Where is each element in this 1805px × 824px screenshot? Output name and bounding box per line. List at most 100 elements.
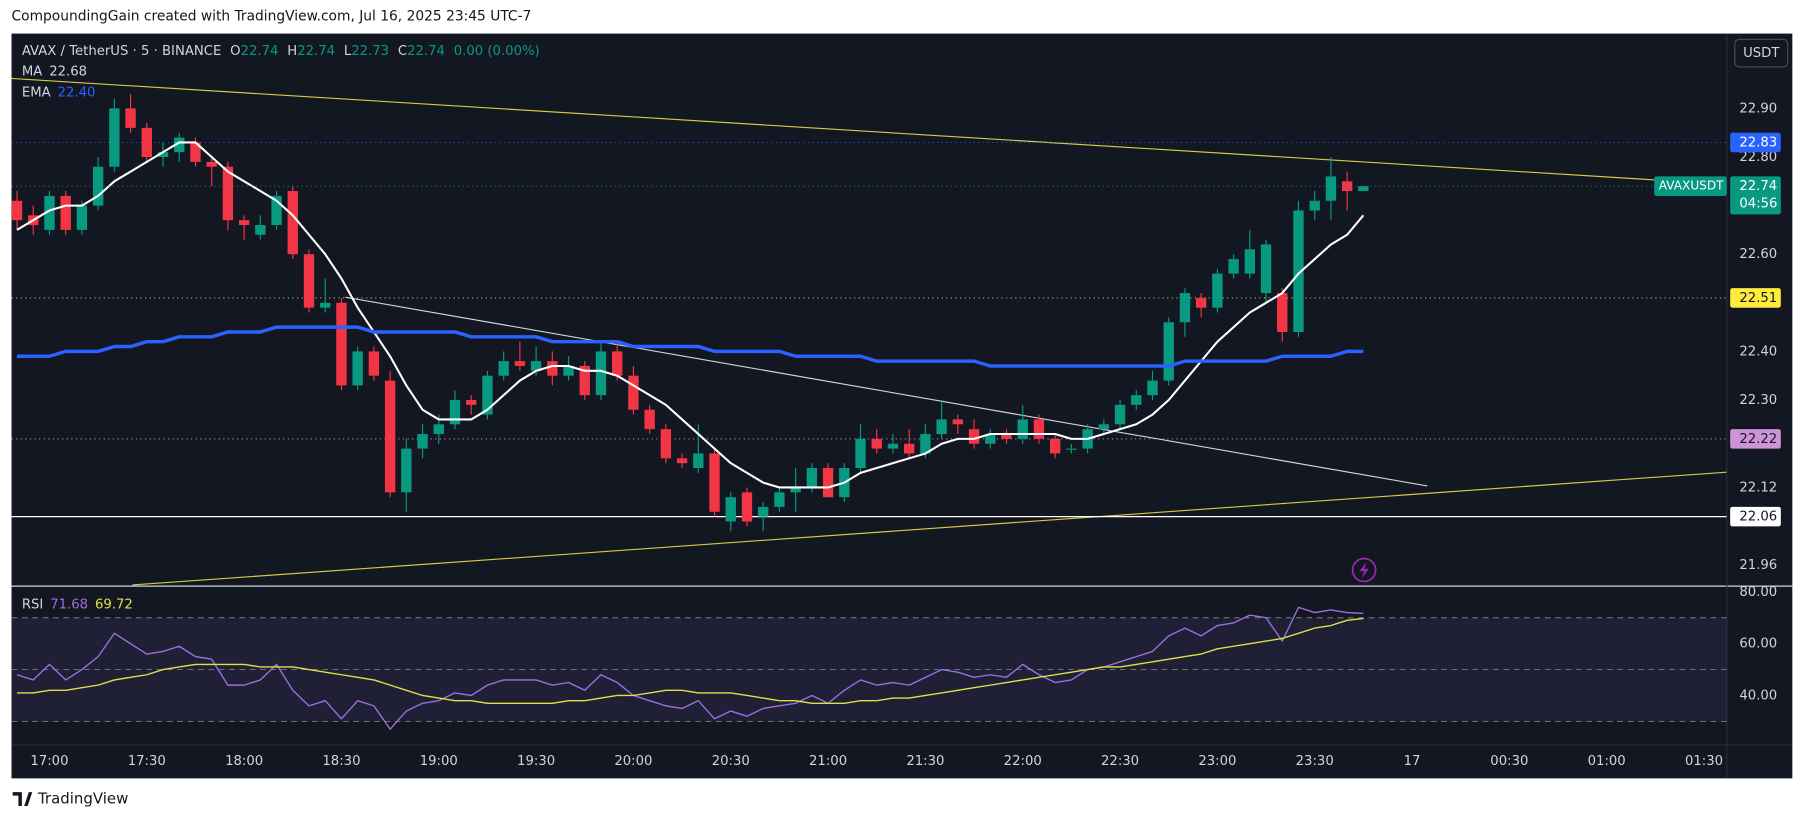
candle-body [255, 225, 266, 235]
candle-body [1001, 434, 1012, 439]
y-tick-label: 22.90 [1739, 101, 1777, 116]
y-tick-label: 22.12 [1739, 480, 1777, 495]
candle-body [612, 351, 623, 376]
candle-body [904, 443, 915, 454]
candle-body [693, 453, 704, 469]
logo-mark [12, 792, 33, 806]
candle-body [1066, 448, 1077, 450]
candle-body [709, 453, 720, 512]
countdown-label: 04:56 [1739, 196, 1777, 211]
x-tick-label: 01:30 [1685, 754, 1723, 769]
candle-body [530, 361, 542, 371]
candle-body [320, 302, 331, 308]
candle-body [44, 195, 55, 230]
rsi-line [17, 617, 1364, 704]
ema-legend: EMA 22.40 [22, 85, 96, 100]
alert-circle[interactable] [1351, 557, 1377, 583]
logo-text: TradingView [37, 790, 128, 808]
logo: TradingView [12, 790, 128, 808]
candle-body [579, 365, 590, 396]
indicator-line [17, 325, 1364, 368]
legend-value: 71.68 [50, 598, 88, 613]
price-tag-label: 22.06 [1739, 510, 1777, 525]
ma-legend: MA 22.68 [22, 65, 87, 80]
symbol-tag-label: AVAXUSDT [1659, 179, 1724, 193]
candle-body [1325, 176, 1337, 201]
candle-body [1049, 438, 1061, 454]
x-tick-label: 19:00 [420, 754, 458, 769]
legend-name: RSI [22, 598, 43, 613]
candle-body [384, 380, 396, 493]
candle-body [887, 443, 899, 449]
candle-body [368, 351, 380, 376]
x-tick-label: 17:30 [128, 754, 166, 769]
y-tick-label: 22.60 [1739, 247, 1777, 262]
symbol-tag [1654, 176, 1727, 196]
rsi-tick-label: 40.00 [1739, 688, 1777, 703]
candle-body [595, 351, 607, 396]
candle-body [741, 492, 753, 522]
candle-body [271, 195, 282, 226]
alert-bolt[interactable] [1359, 561, 1369, 579]
candle-body [238, 220, 250, 226]
rsi-tick-label: 60.00 [1739, 637, 1777, 652]
x-tick-label: 20:00 [614, 754, 652, 769]
alert-icon[interactable] [1351, 557, 1377, 583]
price-tag [1730, 506, 1781, 527]
currency-button[interactable] [1734, 38, 1789, 68]
x-tick-label: 01:00 [1588, 754, 1626, 769]
candle-body [174, 137, 185, 153]
rsi-band [11, 617, 1727, 722]
candle-body [206, 161, 217, 167]
candle-body [628, 375, 639, 410]
candle-body [190, 142, 201, 162]
candle-body [855, 438, 866, 469]
x-tick-label: 21:30 [906, 754, 944, 769]
candle-body [644, 409, 655, 430]
attribution: CompoundingGain created with TradingView… [12, 8, 532, 24]
candle-body [1017, 419, 1028, 439]
candle-body [1179, 293, 1191, 323]
ohlc-value: 22.73 [351, 44, 389, 59]
candle-body [563, 365, 574, 376]
x-tick-label: 20:30 [712, 754, 750, 769]
candle-body [1293, 210, 1304, 332]
candle-body [822, 468, 834, 498]
candle-body [352, 351, 363, 386]
price-pane [11, 93, 1727, 532]
currency-button-label[interactable]: USDT [1743, 46, 1780, 61]
ohlc-value: 22.74 [241, 44, 279, 59]
rsi-pane [11, 606, 1727, 730]
y-tick-label: 22.30 [1739, 393, 1777, 408]
candle-body [1033, 419, 1045, 439]
candle-body [985, 434, 996, 444]
candle-body [109, 108, 120, 167]
ohlc-key: H [287, 44, 297, 59]
candle-body [871, 438, 882, 449]
symbol-legend: AVAX / TetherUS · 5 · BINANCE O22.74 H22… [22, 44, 540, 59]
candle-body [1228, 259, 1239, 274]
x-tick-label: 22:00 [1004, 754, 1042, 769]
candle-body [92, 166, 104, 206]
candle-body [498, 361, 509, 376]
candle-body [1277, 293, 1288, 332]
last-price-label: 22.74 [1739, 179, 1777, 194]
candle-body [1358, 186, 1369, 192]
ohlc-value: 22.74 [297, 44, 335, 59]
candle-body [1147, 380, 1158, 396]
x-tick-label: 00:30 [1490, 754, 1528, 769]
x-tick-label: 17 [1404, 754, 1421, 769]
x-tick-label: 17:00 [30, 754, 68, 769]
trend-line [345, 296, 1428, 487]
candle-body [952, 419, 964, 425]
y-tick-label: 22.80 [1739, 150, 1777, 165]
candle-body [482, 375, 493, 415]
price-tag-label: 22.51 [1739, 291, 1777, 306]
x-tick-label: 23:30 [1296, 754, 1334, 769]
trend-line [11, 77, 1727, 185]
rsi-line [16, 606, 1364, 730]
candle-body [433, 424, 444, 435]
x-tick-label: 19:30 [517, 754, 555, 769]
